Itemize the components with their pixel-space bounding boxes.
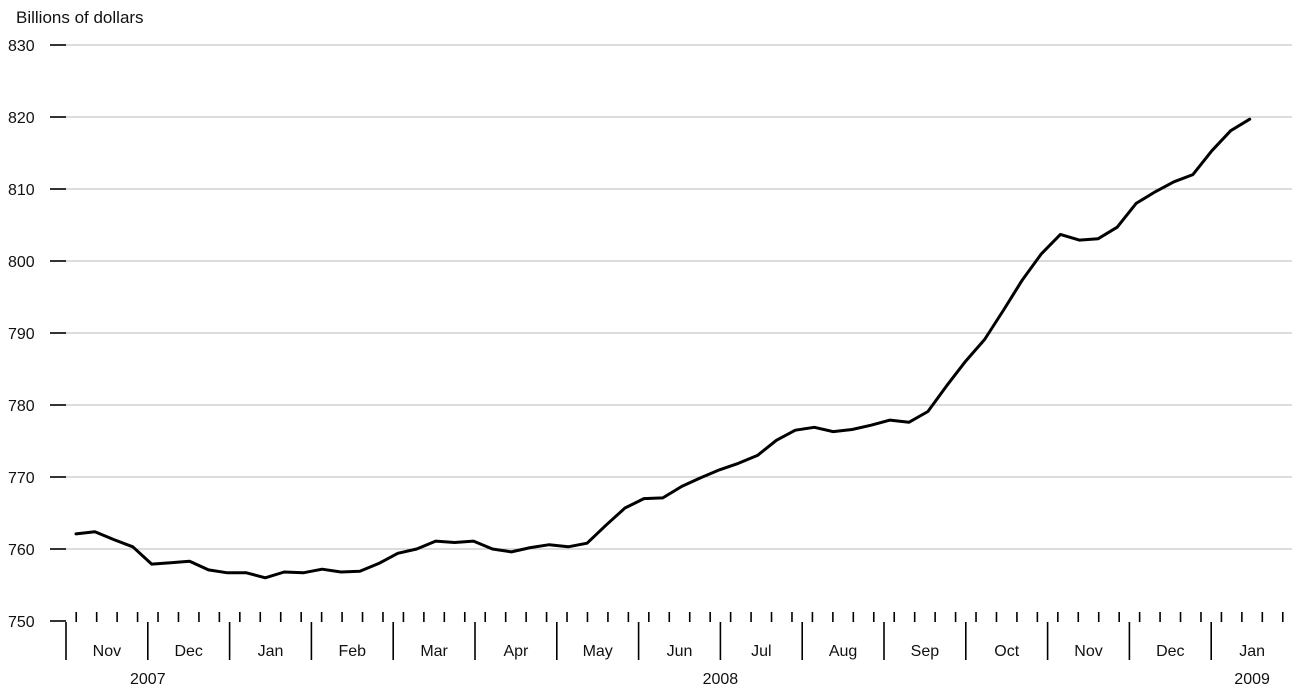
x-month-label: Jun <box>667 643 693 660</box>
x-month-label: May <box>583 643 613 660</box>
x-month-label: Aug <box>829 643 857 660</box>
x-month-label: Dec <box>174 643 202 660</box>
x-month-label: Apr <box>503 643 529 660</box>
x-month-label: Jan <box>1239 643 1265 660</box>
y-tick-label: 770 <box>8 470 35 487</box>
y-tick-label: 780 <box>8 398 35 415</box>
x-month-label: Mar <box>420 643 448 660</box>
x-month-label: Nov <box>1074 643 1102 660</box>
y-tick-label: 800 <box>8 254 35 271</box>
y-tick-label: 810 <box>8 182 35 199</box>
y-axis-ticks: 750 760 770 780 790 800 810 820 830 <box>8 38 66 631</box>
y-tick-label: 760 <box>8 542 35 559</box>
x-month-label: Jan <box>258 643 284 660</box>
x-month-label: Jul <box>751 643 771 660</box>
series-line <box>74 117 1252 580</box>
x-year-label: 2007 <box>130 671 166 688</box>
x-month-label: Dec <box>1156 643 1184 660</box>
x-month-label: Feb <box>339 643 367 660</box>
x-month-label: Oct <box>994 643 1019 660</box>
y-axis-label: Billions of dollars <box>16 8 144 27</box>
y-tick-label: 830 <box>8 38 35 55</box>
x-month-label: Nov <box>93 643 121 660</box>
gridlines <box>66 44 1292 550</box>
x-axis: Nov Dec Jan Feb Mar Apr May Jun Jul Aug Sep Oct Nov D… <box>65 612 1284 688</box>
y-tick-label: 820 <box>8 110 35 127</box>
y-tick-label: 750 <box>8 614 35 631</box>
x-month-label: Sep <box>911 643 940 660</box>
x-year-label: 2008 <box>703 671 739 688</box>
x-year-label: 2009 <box>1234 671 1270 688</box>
y-tick-label: 790 <box>8 326 35 343</box>
